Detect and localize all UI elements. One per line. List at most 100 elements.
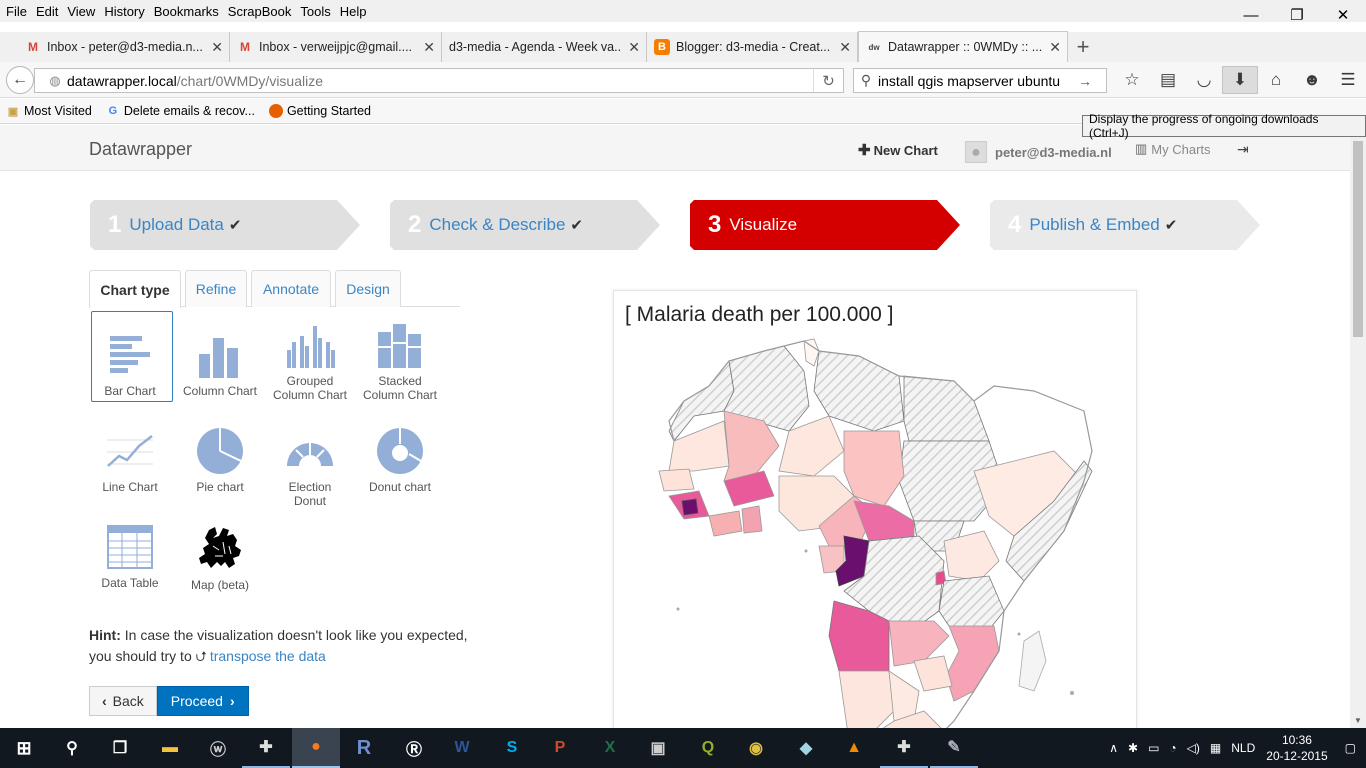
r-icon[interactable]: R xyxy=(356,736,372,759)
tab-5-active[interactable]: dw Datawrapper :: 0WMDy :: ... ✕ xyxy=(858,31,1068,62)
chart-type-election-donut[interactable]: Election Donut xyxy=(269,426,351,518)
chart-type-stacked-column[interactable]: Stacked Column Chart xyxy=(359,320,441,412)
chrome-icon[interactable]: ◉ xyxy=(749,740,763,757)
chart-type-line[interactable]: Line Chart xyxy=(89,426,171,518)
transpose-data-link[interactable]: transpose the data xyxy=(209,648,326,664)
battery-icon[interactable]: ▭ xyxy=(1148,741,1160,755)
scroll-down-icon[interactable]: ▼ xyxy=(1354,715,1362,725)
pie-chart-icon xyxy=(195,426,245,476)
close-tab-icon[interactable]: ✕ xyxy=(211,38,223,55)
chart-type-map[interactable]: Map (beta) xyxy=(179,522,261,614)
browser-back-icon[interactable]: ← xyxy=(6,66,34,94)
menu-file[interactable]: File xyxy=(6,3,27,19)
user-menu[interactable]: ● peter@d3-media.nl xyxy=(965,141,1112,163)
scroll-thumb[interactable] xyxy=(1353,141,1363,337)
site-info-icon[interactable]: ◍ xyxy=(49,72,61,88)
action-center-icon[interactable]: ▢ xyxy=(1344,741,1356,755)
step-publish-embed[interactable]: 4 Publish & Embed ✔ xyxy=(990,200,1260,250)
powerpoint-icon[interactable]: P xyxy=(554,739,566,756)
volume-icon[interactable]: ◁) xyxy=(1186,741,1200,755)
reading-list-icon[interactable]: ▤ xyxy=(1159,70,1177,89)
downloads-tooltip: Display the progress of ongoing download… xyxy=(1082,112,1366,140)
tab-chart-type[interactable]: Chart type xyxy=(89,270,181,308)
proceed-button[interactable]: Proceed › xyxy=(156,686,249,716)
close-tab-icon[interactable]: ✕ xyxy=(628,38,640,55)
page-scrollbar[interactable]: ▲ ▼ xyxy=(1350,125,1366,728)
menu-tools[interactable]: Tools xyxy=(300,3,331,19)
downloads-icon[interactable]: ⬇ xyxy=(1222,66,1258,94)
close-window-button[interactable]: ✕ xyxy=(1336,7,1350,24)
chart-type-donut[interactable]: Donut chart xyxy=(359,426,441,518)
bookmark-star-icon[interactable]: ☆ xyxy=(1124,70,1140,89)
pocket-icon[interactable]: ◡ xyxy=(1196,70,1212,89)
new-tab-icon[interactable]: + xyxy=(1076,34,1090,59)
menu-history[interactable]: History xyxy=(104,3,145,19)
chart-type-data-table[interactable]: Data Table xyxy=(89,522,171,614)
start-button-icon[interactable]: ⊞ xyxy=(16,737,32,758)
brand-logo[interactable]: Datawrapper xyxy=(89,139,193,159)
search-bar[interactable]: ⚲ → xyxy=(853,68,1107,93)
vlc-icon[interactable]: ▲ xyxy=(846,739,862,756)
clock[interactable]: 10:36 20-12-2015 xyxy=(1266,732,1327,764)
tab-design[interactable]: Design xyxy=(335,270,401,307)
rstudio-icon[interactable]: Ⓡ xyxy=(405,742,422,759)
tab-3[interactable]: d3-media - Agenda - Week va... ✕ xyxy=(442,32,647,62)
chart-type-column[interactable]: Column Chart xyxy=(179,330,261,422)
hamburger-menu-icon[interactable]: ☰ xyxy=(1340,70,1356,89)
bookmark-getting-started[interactable]: Getting Started xyxy=(268,104,371,118)
tab-4[interactable]: B Blogger: d3-media - Creat... ✕ xyxy=(647,32,858,62)
maximize-button[interactable]: ❐ xyxy=(1290,7,1304,24)
chart-type-grouped-column[interactable]: Grouped Column Chart xyxy=(269,320,351,412)
language-indicator[interactable]: NLD xyxy=(1231,741,1256,755)
qgis-icon[interactable]: Q xyxy=(701,739,715,756)
new-chart-link[interactable]: ✚ New Chart xyxy=(858,141,938,159)
network-icon[interactable]: ◔ xyxy=(1169,741,1177,755)
excel-icon[interactable]: X xyxy=(604,739,616,756)
close-tab-icon[interactable]: ✕ xyxy=(839,38,851,55)
chevron-up-icon[interactable]: ∧ xyxy=(1109,741,1119,755)
inkscape-icon[interactable]: ✚ xyxy=(242,728,290,768)
task-view-icon[interactable]: ❐ xyxy=(112,740,128,757)
search-go-icon[interactable]: → xyxy=(1078,72,1092,89)
firefox-taskbar-icon[interactable]: ● xyxy=(292,728,340,768)
app-icon[interactable]: ◆ xyxy=(799,740,813,757)
close-tab-icon[interactable]: ✕ xyxy=(1049,38,1061,55)
tab-refine[interactable]: Refine xyxy=(185,270,247,307)
url-bar[interactable]: ◍ datawrapper.local/chart/0WMDy/visualiz… xyxy=(34,68,844,93)
bluetooth-icon[interactable]: ✱ xyxy=(1128,741,1139,755)
menu-edit[interactable]: Edit xyxy=(35,3,59,19)
tab-1[interactable]: M Inbox - peter@d3-media.n... ✕ xyxy=(18,32,230,62)
bookmark-delete-emails[interactable]: G Delete emails & recov... xyxy=(106,104,255,118)
paint-icon[interactable]: ✎ xyxy=(930,728,978,768)
step-upload-data[interactable]: 1 Upload Data ✔ xyxy=(90,200,360,250)
step-check-describe[interactable]: 2 Check & Describe ✔ xyxy=(390,200,660,250)
close-tab-icon[interactable]: ✕ xyxy=(423,38,435,55)
notification-keyboard-icon[interactable]: ▦ xyxy=(1209,741,1222,755)
back-button[interactable]: ‹ Back xyxy=(89,686,157,716)
file-explorer-icon[interactable]: ▬ xyxy=(162,739,178,756)
menu-view[interactable]: View xyxy=(67,3,96,19)
word-icon[interactable]: W xyxy=(454,739,470,756)
kindle-icon[interactable]: ▣ xyxy=(650,740,666,757)
chart-type-bar[interactable]: Bar Chart xyxy=(89,330,171,422)
menu-bookmarks[interactable]: Bookmarks xyxy=(153,3,219,19)
my-charts-link[interactable]: ▥ My Charts xyxy=(1135,141,1211,157)
inkscape-2-icon[interactable]: ✚ xyxy=(880,728,928,768)
smiley-icon[interactable]: ☻ xyxy=(1303,70,1321,89)
tab-2[interactable]: M Inbox - verweijpjc@gmail.... ✕ xyxy=(230,32,442,62)
logout-icon[interactable]: ⇥ xyxy=(1237,141,1249,157)
menu-scrapbook[interactable]: ScrapBook xyxy=(227,3,292,19)
tab-annotate[interactable]: Annotate xyxy=(251,270,331,307)
chart-type-map-selected[interactable] xyxy=(91,311,173,402)
search-input[interactable] xyxy=(878,72,1073,89)
skype-icon[interactable]: S xyxy=(506,739,518,756)
minimize-button[interactable]: — xyxy=(1243,6,1259,24)
step-visualize[interactable]: 3 Visualize xyxy=(690,200,960,250)
menu-help[interactable]: Help xyxy=(339,3,367,19)
search-taskbar-icon[interactable]: ⚲ xyxy=(66,740,78,757)
wordpress-icon[interactable]: ⓦ xyxy=(209,742,226,759)
bookmark-most-visited[interactable]: ▣ Most Visited xyxy=(6,104,92,118)
home-icon[interactable]: ⌂ xyxy=(1270,70,1282,89)
reload-icon[interactable]: ↻ xyxy=(813,69,843,92)
chart-type-pie[interactable]: Pie chart xyxy=(179,426,261,518)
